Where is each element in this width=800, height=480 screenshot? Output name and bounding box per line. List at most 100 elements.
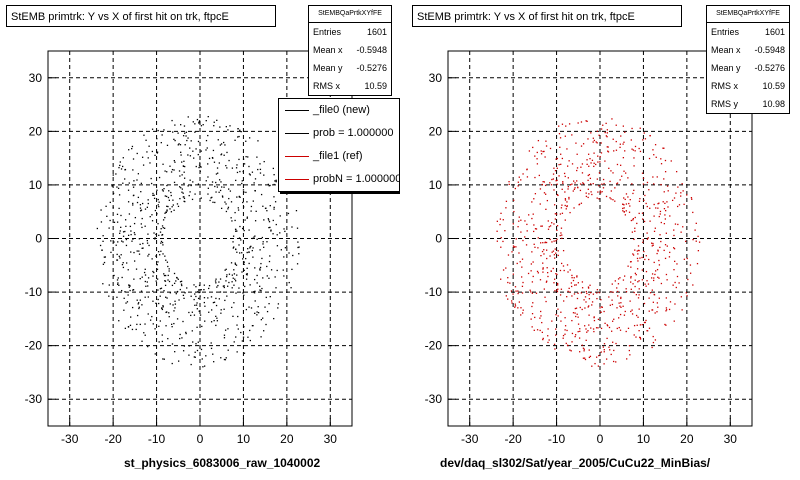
data-point [614, 280, 616, 282]
data-point [203, 365, 206, 367]
data-point [641, 212, 644, 214]
data-point [575, 307, 578, 309]
data-point [208, 285, 211, 287]
legend-line [285, 110, 309, 111]
data-point [233, 284, 235, 286]
data-point [153, 232, 155, 234]
data-point [127, 201, 130, 203]
data-point [677, 186, 679, 188]
data-point [135, 328, 137, 331]
data-point [270, 229, 272, 231]
data-point [588, 298, 591, 300]
data-point [654, 144, 657, 146]
data-point [587, 188, 589, 190]
data-point [603, 343, 606, 345]
data-point [545, 281, 548, 283]
data-point [566, 165, 569, 167]
data-point [246, 217, 248, 219]
data-point [193, 314, 196, 316]
data-point [597, 327, 599, 329]
data-point [232, 277, 234, 279]
data-point [625, 193, 628, 195]
data-point [649, 292, 652, 294]
data-point [168, 312, 170, 314]
data-point [534, 155, 536, 157]
data-point [154, 237, 156, 239]
data-point [252, 247, 254, 249]
data-point [232, 241, 234, 243]
data-point [164, 280, 166, 282]
data-point [630, 310, 632, 313]
data-point [145, 285, 147, 287]
data-point [542, 337, 544, 340]
data-point [214, 201, 216, 204]
data-point [559, 146, 561, 148]
data-point [588, 293, 590, 296]
data-point [634, 272, 637, 275]
data-point [253, 236, 255, 238]
data-point [568, 123, 571, 125]
data-point [162, 253, 164, 255]
data-point [190, 184, 192, 187]
data-point [645, 255, 647, 257]
data-point [162, 305, 164, 307]
data-point [132, 204, 134, 206]
data-point [607, 150, 609, 152]
data-point [197, 183, 200, 185]
data-point [552, 250, 555, 252]
data-point [648, 310, 650, 312]
data-point [266, 310, 269, 313]
data-point [549, 238, 551, 241]
data-point [262, 317, 264, 319]
data-point [146, 206, 149, 208]
data-point [588, 173, 591, 176]
data-point [698, 241, 701, 243]
data-point [268, 260, 271, 263]
data-point [537, 139, 540, 142]
data-point [585, 195, 588, 198]
data-point [161, 189, 164, 191]
data-point [629, 354, 631, 356]
data-point [163, 290, 165, 292]
data-point [557, 282, 559, 285]
data-point [586, 163, 588, 166]
y-tick-label: 10 [429, 178, 443, 192]
data-point [239, 225, 241, 228]
data-point [537, 247, 539, 249]
data-point [124, 230, 126, 233]
data-point [219, 144, 222, 146]
data-point [168, 316, 170, 318]
data-point [696, 262, 699, 265]
data-point [292, 254, 294, 257]
data-point [543, 192, 546, 194]
data-point [140, 209, 143, 211]
data-point [199, 162, 201, 164]
data-point [157, 129, 159, 132]
data-point [629, 198, 631, 201]
data-point [143, 332, 145, 334]
data-point [639, 127, 641, 129]
data-point [556, 193, 559, 196]
data-point [224, 201, 226, 203]
data-point [530, 291, 532, 293]
data-point [133, 251, 135, 254]
data-point [532, 213, 534, 215]
data-point [574, 187, 576, 189]
data-point [122, 157, 124, 159]
data-point [677, 223, 679, 226]
data-point [290, 287, 292, 289]
data-point [672, 247, 675, 249]
data-point [574, 182, 576, 184]
data-point [160, 287, 163, 289]
data-point [542, 268, 544, 270]
data-point [678, 204, 681, 206]
data-point [643, 250, 645, 253]
data-point [233, 273, 236, 275]
data-point [166, 205, 168, 207]
data-point [529, 289, 531, 291]
data-point [542, 242, 544, 244]
data-point [116, 279, 119, 281]
data-point [173, 169, 175, 171]
data-point [643, 132, 645, 134]
data-point [619, 329, 622, 331]
